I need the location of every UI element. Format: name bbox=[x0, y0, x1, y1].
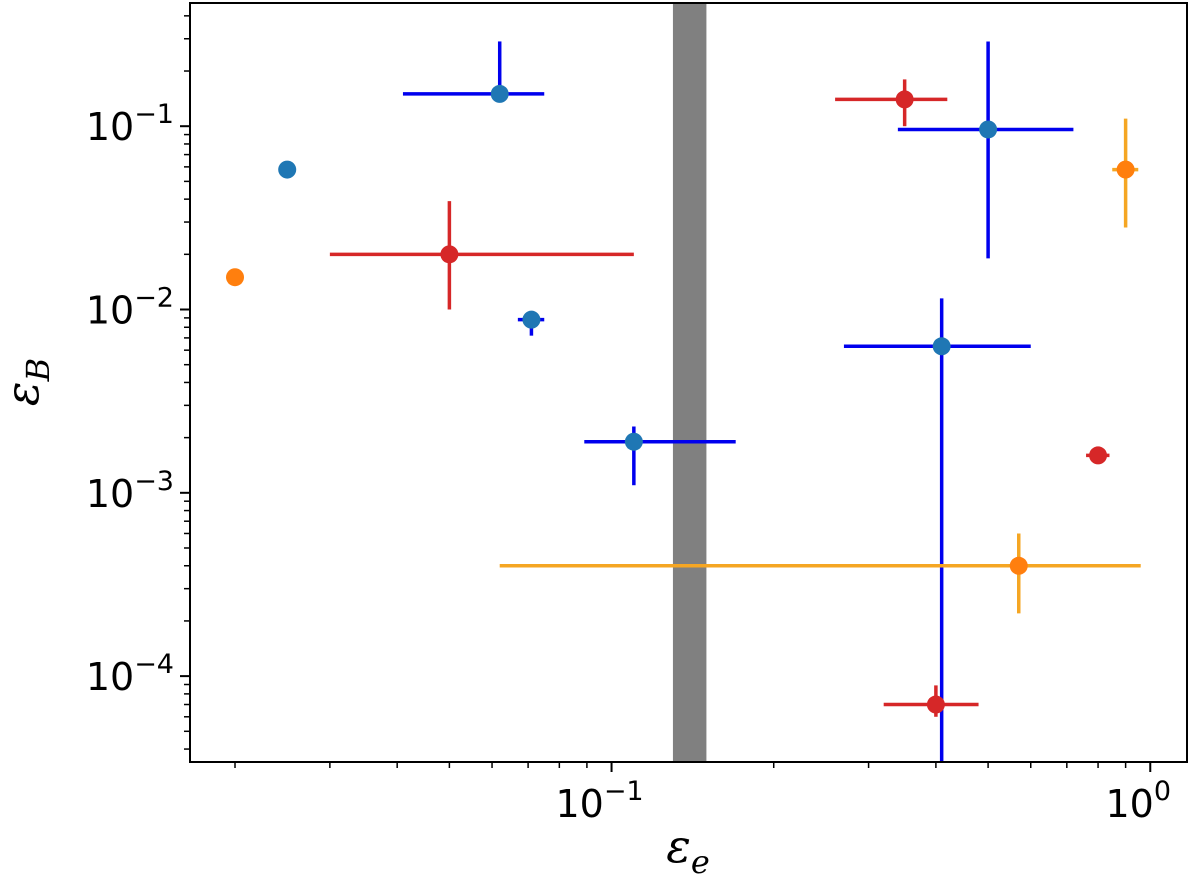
tick-layer bbox=[180, 15, 1152, 772]
data-point bbox=[490, 84, 509, 103]
tick-label: 10−4 bbox=[86, 649, 174, 699]
data-point bbox=[932, 337, 951, 356]
tick-label: 10−2 bbox=[86, 283, 174, 333]
data-point bbox=[624, 432, 643, 451]
data-point bbox=[926, 695, 945, 714]
data-point bbox=[226, 268, 245, 287]
point-layer bbox=[226, 84, 1135, 714]
data-point bbox=[1116, 160, 1135, 179]
data-point bbox=[1009, 556, 1028, 575]
shaded-band-layer bbox=[672, 3, 707, 762]
data-point bbox=[440, 245, 459, 264]
shaded-band bbox=[672, 3, 707, 762]
tick-label-layer: 10−1 100 10−4 10−3 10−2 10−1 bbox=[86, 99, 1171, 826]
tick-label: 10−1 bbox=[86, 99, 174, 149]
tick-label: 10−1 bbox=[555, 776, 643, 826]
data-point bbox=[895, 90, 914, 109]
errorbar-layer bbox=[329, 41, 1141, 762]
tick-label: 100 bbox=[1105, 776, 1171, 826]
data-point bbox=[979, 120, 998, 139]
data-point bbox=[278, 160, 297, 179]
y-axis-label: εB bbox=[0, 358, 57, 406]
x-axis-label: εe bbox=[666, 819, 710, 881]
data-point bbox=[522, 310, 541, 329]
tick-label: 10−3 bbox=[86, 466, 174, 516]
axis-label-layer: εe εB bbox=[0, 358, 710, 881]
data-point bbox=[1089, 446, 1108, 465]
